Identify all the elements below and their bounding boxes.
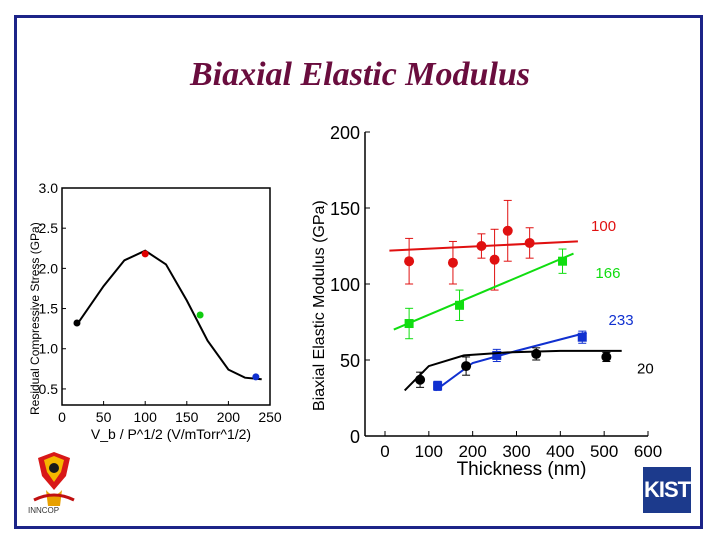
data-point [404,256,415,267]
inncop-logo-caption: INNCOP [28,506,60,515]
data-point [455,300,465,310]
fit-line-166 [393,252,574,331]
x-tick-label: 0 [58,409,66,425]
data-point [141,250,149,258]
series-label-100: 100 [591,218,616,235]
slide-frame [14,15,703,529]
y-tick-label: 150 [330,199,360,219]
y-tick-label: 100 [330,275,360,295]
series-label-166: 166 [595,265,620,282]
y-tick-label: 0 [350,427,360,447]
kist-logo: KIST [643,467,691,513]
x-tick-label: 500 [590,442,618,461]
x-tick-label: 150 [175,409,199,425]
data-point [492,350,502,360]
y-axis-label: Biaxial Elastic Modulus (GPa) [311,200,328,411]
x-tick-label: 0 [380,442,389,461]
data-point [415,374,426,385]
data-point [433,381,443,391]
data-point [577,332,587,342]
data-point [531,348,542,359]
x-tick-label: 300 [502,442,530,461]
data-point [601,351,612,362]
slide-title: Biaxial Elastic Modulus [189,56,531,93]
x-tick-label: 200 [217,409,241,425]
fit-curve [76,249,262,381]
data-point [476,241,487,251]
x-axis-label: V_b / P^1/2 (V/mTorr^1/2) [91,426,251,442]
y-tick-label: 3.0 [39,180,59,196]
x-tick-label: 600 [634,442,662,461]
data-point [489,254,500,265]
data-point [252,373,260,381]
x-tick-label: 50 [96,409,112,425]
y-tick-label: 2.5 [39,220,59,236]
plot-frame [61,187,271,406]
y-axis-label: Residual Compressive Stress (GPa) [28,222,42,415]
data-point [502,225,513,236]
fit-line-233 [434,331,587,392]
y-tick-label: 200 [330,123,360,143]
series-label-20: 20 [637,361,654,378]
y-tick-label: 50 [340,351,360,371]
data-point [73,319,81,327]
x-tick-label: 400 [546,442,574,461]
data-point [524,237,535,248]
x-tick-label: 250 [258,409,282,425]
x-tick-label: 100 [134,409,158,425]
data-point [461,361,472,372]
y-tick-label: 2.0 [39,260,59,276]
data-point [404,319,414,329]
data-point [558,256,568,266]
y-tick-label: 1.0 [39,341,59,357]
x-tick-label: 200 [458,442,486,461]
y-tick-label: 1.5 [39,301,59,317]
data-point [447,257,458,268]
y-tick-label: 0.5 [39,381,59,397]
x-axis-label: Thickness (nm) [457,459,587,480]
series-label-233: 233 [609,312,634,329]
x-tick-label: 100 [415,442,443,461]
data-point [196,311,204,319]
inncop-logo [24,450,84,516]
fit-line-20 [403,349,622,392]
